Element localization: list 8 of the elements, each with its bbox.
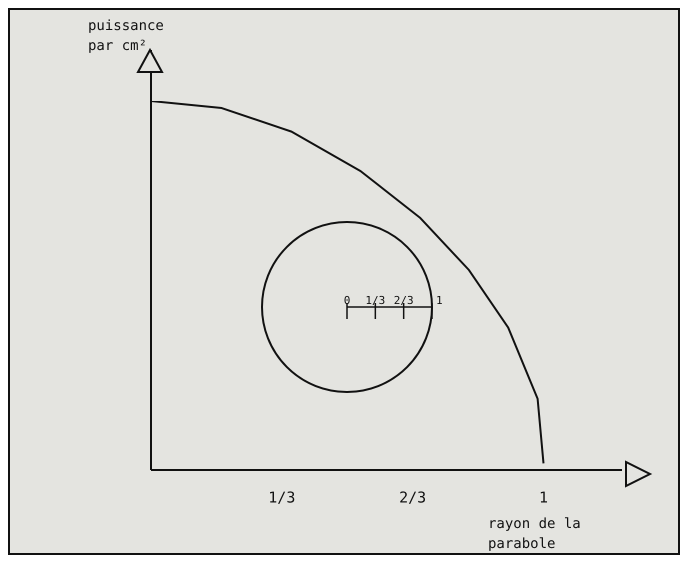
x-tick-label: 1/3 [268, 488, 296, 507]
annotation: 1 [436, 294, 443, 307]
x-tick-label: 2/3 [399, 488, 426, 507]
x-tick-label: 1 [538, 488, 548, 507]
annotation: 2/3 [394, 294, 414, 307]
x-axis-title: rayon de la parabole [488, 515, 582, 554]
y-axis-title: puissance par cm² [88, 17, 165, 56]
annotation: 1/3 [365, 294, 386, 307]
